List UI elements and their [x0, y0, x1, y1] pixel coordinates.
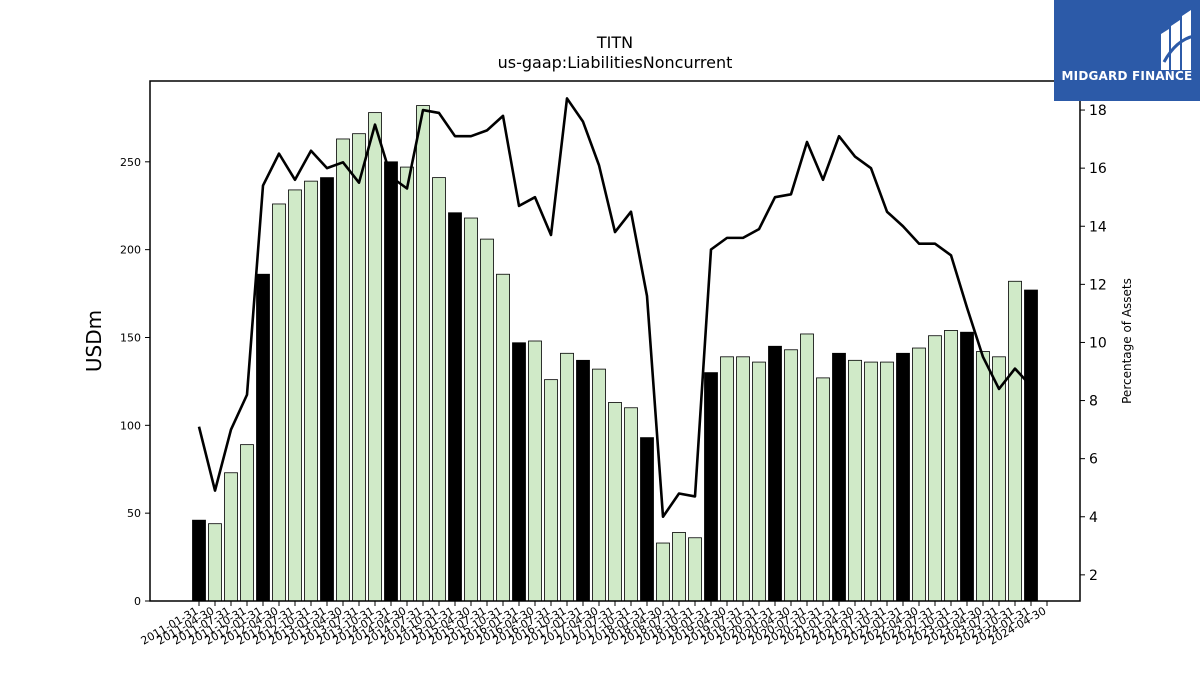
bar-2016-04-30: [528, 340, 542, 602]
bar-2016-10-31: [560, 352, 574, 602]
y2-tick-label: 4: [1089, 510, 1098, 526]
y2-axis-label: Percentage of Assets: [1120, 278, 1134, 404]
bar-2011-01-31: [192, 519, 206, 602]
line-series: [197, 97, 1032, 519]
y-tick-label: 0: [134, 595, 141, 608]
bar-2011-07-31: [224, 472, 238, 602]
bar-2013-10-31: [368, 112, 382, 602]
y2-tick-label: 14: [1089, 219, 1107, 235]
y2-tick-label: 12: [1089, 277, 1107, 293]
y2-tick-label: 2: [1089, 568, 1098, 584]
bar-2021-01-31: [832, 352, 846, 602]
bar-2019-04-30: [720, 356, 734, 602]
bar-2022-10-31: [944, 330, 958, 602]
bar-2011-04-30: [208, 523, 222, 602]
bar-2015-07-31: [480, 238, 494, 602]
bar-2020-01-31: [768, 345, 782, 602]
bar-2023-07-31: [992, 356, 1006, 602]
bar-2016-01-31: [512, 342, 526, 602]
bar-2013-07-31: [352, 133, 366, 602]
pct-assets-line: [197, 97, 1032, 519]
chart-subtitle: us-gaap:LiabilitiesNoncurrent: [498, 53, 733, 72]
y2-tick-label: 10: [1089, 335, 1107, 351]
bar-2019-07-31: [736, 356, 750, 602]
brand-logo: MIDGARD FINANCE: [1054, 0, 1200, 101]
bar-2012-10-31: [304, 180, 318, 602]
bar-2015-04-30: [464, 217, 478, 602]
bar-2016-07-31: [544, 379, 558, 602]
bar-2017-01-31: [576, 359, 590, 602]
brand-name: MIDGARD FINANCE: [1061, 69, 1193, 83]
y-axis-left: 0 50 100 150 200 250: [120, 156, 150, 608]
bar-2014-04-30: [400, 166, 414, 602]
bar-2021-10-31: [880, 361, 894, 602]
bar-2019-10-31: [752, 361, 766, 602]
bar-2018-01-31: [640, 437, 654, 602]
midgard-logo-icon: [1161, 10, 1195, 70]
y-tick-label: 200: [120, 244, 141, 257]
y2-tick-label: 6: [1089, 452, 1098, 468]
bar-2021-04-30: [848, 359, 862, 602]
bar-2014-10-31: [432, 177, 446, 602]
bar-2012-01-31: [256, 273, 270, 602]
bar-2017-10-31: [624, 407, 638, 602]
bar-2023-10-31: [1008, 280, 1022, 602]
bar-2024-01-31: [1024, 289, 1038, 602]
bar-2012-07-31: [288, 189, 302, 602]
bar-2022-04-30: [912, 347, 926, 602]
bar-2020-04-30: [784, 349, 798, 602]
y-axis-right: 2 4 6 8 10 12 14 16 18: [1080, 103, 1107, 584]
bar-2013-04-30: [336, 138, 350, 602]
y-tick-label: 50: [127, 507, 141, 520]
bar-2015-10-31: [496, 273, 510, 602]
bar-2023-04-30: [976, 351, 990, 602]
bar-2022-07-31: [928, 335, 942, 602]
bar-2013-01-31: [320, 177, 334, 602]
bar-2012-04-30: [272, 203, 286, 602]
y-tick-label: 150: [120, 331, 141, 344]
bar-2011-10-31: [240, 444, 254, 602]
bar-2021-07-31: [864, 361, 878, 602]
bar-2020-10-31: [816, 377, 830, 602]
bar-2014-07-31: [416, 105, 430, 602]
bar-2015-01-31: [448, 212, 462, 602]
bar-2014-01-31: [384, 161, 398, 602]
x-axis: 2011-01-312011-04-302011-07-312011-10-31…: [139, 601, 1049, 648]
bar-2019-01-31: [704, 372, 718, 602]
y2-tick-label: 8: [1089, 394, 1098, 410]
y-tick-label: 250: [120, 156, 141, 169]
bar-2017-04-30: [592, 368, 606, 602]
bar-series: [192, 105, 1038, 602]
bar-2018-10-31: [688, 537, 702, 602]
y-tick-label: 100: [120, 419, 141, 432]
bar-2020-07-31: [800, 333, 814, 602]
bar-2022-01-31: [896, 352, 910, 602]
y2-tick-label: 18: [1089, 103, 1107, 119]
y-axis-label: USDm: [82, 310, 106, 372]
bar-2018-07-31: [672, 532, 686, 602]
bar-2017-07-31: [608, 402, 622, 602]
chart-title: TITN: [596, 33, 633, 52]
y2-tick-label: 16: [1089, 161, 1107, 177]
bar-2023-01-31: [960, 331, 974, 602]
bar-2018-04-30: [656, 542, 670, 602]
